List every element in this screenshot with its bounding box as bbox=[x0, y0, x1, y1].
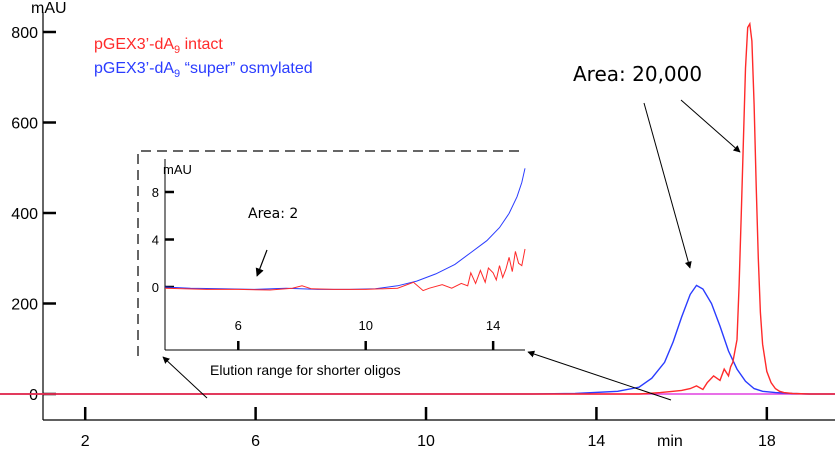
inset-series-line-super-osmylated bbox=[164, 168, 526, 290]
arrow-to-inset-left bbox=[162, 356, 208, 399]
x-tick-label: 6 bbox=[251, 433, 260, 449]
inset-area-annotation: Area: 2 bbox=[248, 206, 298, 222]
inset-area-arrow bbox=[255, 249, 268, 277]
inset-series-line-intact bbox=[164, 248, 526, 292]
arrow-to-blue-peak bbox=[643, 102, 692, 269]
x-tick-label: 18 bbox=[758, 433, 776, 449]
legend-prefix: pGEX3’-dA bbox=[94, 36, 174, 53]
arrow-to-inset-right bbox=[527, 350, 672, 401]
inset-y-tick-label: 8 bbox=[152, 185, 159, 200]
inset-y-tick-label: 0 bbox=[152, 280, 159, 295]
x-tick-label: 2 bbox=[81, 433, 90, 449]
legend-suffix: intact bbox=[180, 36, 223, 53]
inset-dashed-frame bbox=[137, 150, 525, 356]
y-tick-label: 600 bbox=[11, 116, 38, 133]
legend-suffix: “super” osmylated bbox=[180, 60, 313, 77]
inset-plot: 0 4 8 6 10 14 mAU Area: 2 Elution range for shor… bbox=[137, 150, 526, 378]
series-line-super-osmylated bbox=[0, 284, 835, 395]
legend-subscript: 9 bbox=[174, 68, 180, 80]
inset-x-tick-label: 6 bbox=[235, 318, 242, 333]
x-unit-label: min bbox=[657, 433, 683, 449]
legend-subscript: 9 bbox=[174, 44, 180, 56]
y-unit-label: mAU bbox=[31, 0, 67, 17]
inset-y-tick-label: 4 bbox=[152, 233, 159, 248]
legend-entry-intact: pGEX3’-dA9 intact bbox=[94, 36, 223, 56]
y-tick-label: 400 bbox=[11, 206, 38, 223]
y-tick-label: 800 bbox=[11, 25, 38, 42]
arrow-to-red-peak bbox=[680, 99, 741, 153]
series-line-intact bbox=[0, 21, 835, 395]
inset-y-unit-label: mAU bbox=[163, 162, 192, 177]
y-tick-label: 200 bbox=[11, 297, 38, 314]
elution-range-caption: Elution range for shorter oligos bbox=[210, 362, 401, 378]
legend-prefix: pGEX3’-dA bbox=[94, 60, 174, 77]
inset-x-tick-label: 14 bbox=[486, 318, 500, 333]
x-tick-label: 14 bbox=[588, 433, 606, 449]
legend-entry-osmylated: pGEX3’-dA9 “super” osmylated bbox=[94, 60, 313, 80]
y-tick-label: 0 bbox=[29, 387, 38, 404]
inset-x-tick-label: 10 bbox=[358, 318, 372, 333]
x-tick-label: 10 bbox=[417, 433, 435, 449]
main-area-annotation: Area: 20,000 bbox=[573, 62, 702, 86]
